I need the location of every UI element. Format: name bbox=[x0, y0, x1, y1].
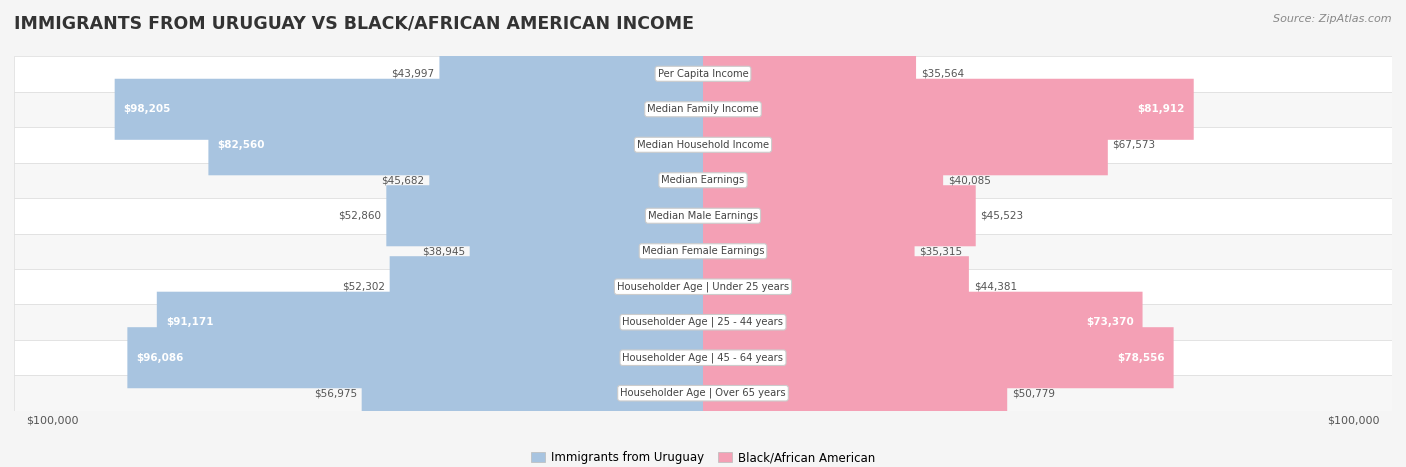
Text: $56,975: $56,975 bbox=[314, 388, 357, 398]
Text: $45,682: $45,682 bbox=[381, 175, 425, 185]
FancyBboxPatch shape bbox=[387, 185, 703, 246]
FancyBboxPatch shape bbox=[703, 256, 969, 317]
Bar bbox=[14, 269, 1392, 304]
FancyBboxPatch shape bbox=[703, 327, 1174, 388]
Bar bbox=[14, 340, 1392, 375]
FancyBboxPatch shape bbox=[470, 221, 703, 282]
FancyBboxPatch shape bbox=[115, 79, 703, 140]
Bar bbox=[14, 92, 1392, 127]
Text: $81,912: $81,912 bbox=[1137, 104, 1185, 114]
Text: Per Capita Income: Per Capita Income bbox=[658, 69, 748, 79]
Text: $73,370: $73,370 bbox=[1085, 317, 1133, 327]
Bar bbox=[14, 198, 1392, 234]
Text: Householder Age | Over 65 years: Householder Age | Over 65 years bbox=[620, 388, 786, 398]
FancyBboxPatch shape bbox=[208, 114, 703, 175]
FancyBboxPatch shape bbox=[703, 221, 914, 282]
FancyBboxPatch shape bbox=[703, 43, 917, 104]
Text: $38,945: $38,945 bbox=[422, 246, 465, 256]
Text: Householder Age | Under 25 years: Householder Age | Under 25 years bbox=[617, 282, 789, 292]
Bar bbox=[14, 304, 1392, 340]
Text: Median Male Earnings: Median Male Earnings bbox=[648, 211, 758, 221]
Text: $35,564: $35,564 bbox=[921, 69, 965, 79]
Text: $100,000: $100,000 bbox=[1327, 415, 1379, 425]
FancyBboxPatch shape bbox=[361, 363, 703, 424]
Text: $43,997: $43,997 bbox=[391, 69, 434, 79]
FancyBboxPatch shape bbox=[703, 363, 1007, 424]
Text: Median Female Earnings: Median Female Earnings bbox=[641, 246, 765, 256]
FancyBboxPatch shape bbox=[440, 43, 703, 104]
FancyBboxPatch shape bbox=[703, 292, 1143, 353]
Text: IMMIGRANTS FROM URUGUAY VS BLACK/AFRICAN AMERICAN INCOME: IMMIGRANTS FROM URUGUAY VS BLACK/AFRICAN… bbox=[14, 14, 695, 32]
Text: $50,779: $50,779 bbox=[1012, 388, 1054, 398]
FancyBboxPatch shape bbox=[703, 150, 943, 211]
Bar bbox=[14, 163, 1392, 198]
FancyBboxPatch shape bbox=[703, 114, 1108, 175]
Text: Householder Age | 25 - 44 years: Householder Age | 25 - 44 years bbox=[623, 317, 783, 327]
Text: $45,523: $45,523 bbox=[980, 211, 1024, 221]
FancyBboxPatch shape bbox=[429, 150, 703, 211]
FancyBboxPatch shape bbox=[703, 185, 976, 246]
Text: $35,315: $35,315 bbox=[920, 246, 963, 256]
Text: Source: ZipAtlas.com: Source: ZipAtlas.com bbox=[1274, 14, 1392, 24]
Legend: Immigrants from Uruguay, Black/African American: Immigrants from Uruguay, Black/African A… bbox=[526, 446, 880, 467]
Bar bbox=[14, 56, 1392, 92]
FancyBboxPatch shape bbox=[157, 292, 703, 353]
Text: $78,556: $78,556 bbox=[1116, 353, 1164, 363]
Text: Householder Age | 45 - 64 years: Householder Age | 45 - 64 years bbox=[623, 353, 783, 363]
Text: $91,171: $91,171 bbox=[166, 317, 214, 327]
Text: Median Household Income: Median Household Income bbox=[637, 140, 769, 150]
Text: $98,205: $98,205 bbox=[124, 104, 172, 114]
FancyBboxPatch shape bbox=[389, 256, 703, 317]
Text: Median Earnings: Median Earnings bbox=[661, 175, 745, 185]
Text: $82,560: $82,560 bbox=[218, 140, 264, 150]
Text: $40,085: $40,085 bbox=[948, 175, 991, 185]
FancyBboxPatch shape bbox=[703, 79, 1194, 140]
FancyBboxPatch shape bbox=[128, 327, 703, 388]
Text: $52,860: $52,860 bbox=[339, 211, 381, 221]
Text: $52,302: $52,302 bbox=[342, 282, 385, 292]
Text: $100,000: $100,000 bbox=[27, 415, 79, 425]
Bar bbox=[14, 127, 1392, 163]
Bar bbox=[14, 234, 1392, 269]
Bar bbox=[14, 375, 1392, 411]
Text: $44,381: $44,381 bbox=[974, 282, 1017, 292]
Text: $67,573: $67,573 bbox=[1112, 140, 1156, 150]
Text: $96,086: $96,086 bbox=[136, 353, 184, 363]
Text: Median Family Income: Median Family Income bbox=[647, 104, 759, 114]
